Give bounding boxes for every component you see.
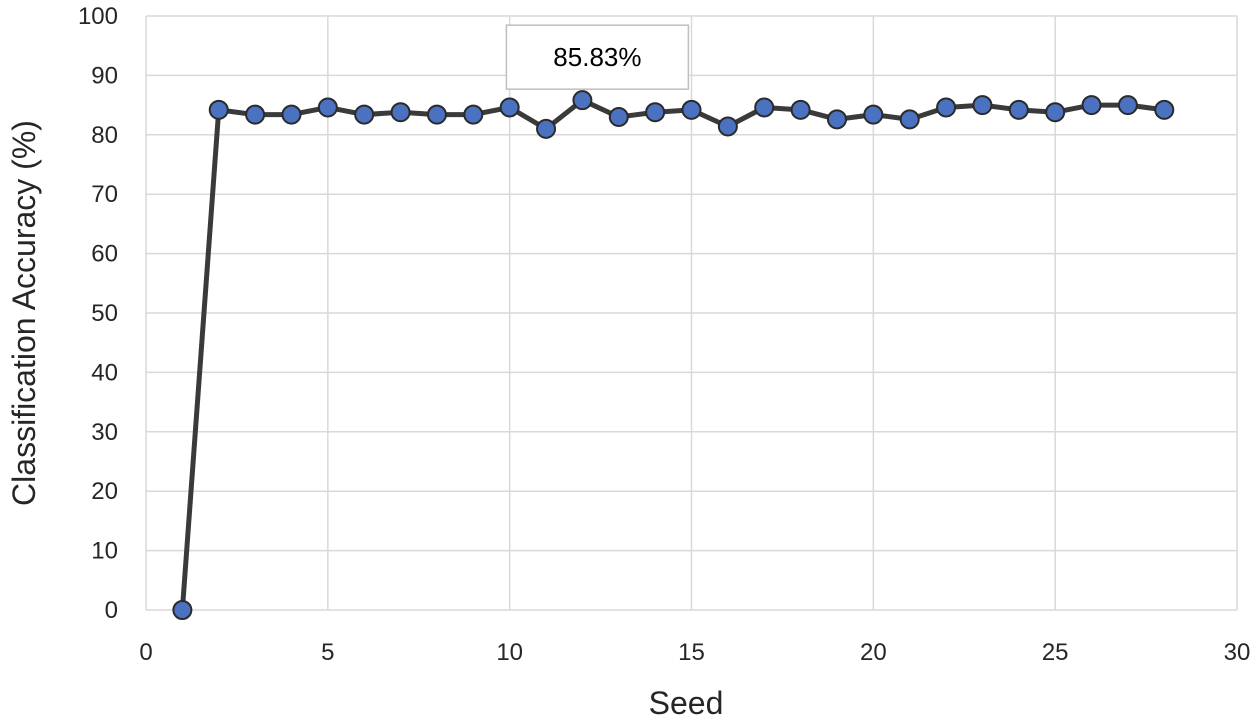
data-point	[463, 104, 484, 125]
y-tick-label: 0	[105, 597, 118, 624]
series-line	[179, 97, 1167, 613]
data-point	[1154, 99, 1175, 120]
data-point	[245, 104, 266, 125]
data-point	[972, 95, 993, 116]
y-tick-label: 90	[91, 62, 118, 89]
tick-labels: 0 10 20 30 40 50 60 70 80 90 100 0 5 10 15 20 25 30	[78, 3, 1250, 666]
x-tick-label: 10	[496, 639, 523, 666]
y-axis-title: Classification Accuracy (%)	[6, 120, 42, 506]
y-tick-label: 100	[78, 3, 118, 30]
x-tick-label: 0	[139, 639, 152, 666]
y-tick-label: 70	[91, 181, 118, 208]
y-tick-label: 20	[91, 478, 118, 505]
data-point	[1045, 102, 1066, 123]
data-point	[608, 106, 629, 127]
x-tick-label: 15	[678, 639, 705, 666]
data-point	[790, 99, 811, 120]
annotations: 85.83%	[505, 24, 690, 90]
data-point	[717, 116, 738, 137]
annotation-label: 85.83%	[553, 42, 641, 72]
y-tick-label: 80	[91, 122, 118, 149]
y-tick-label: 60	[91, 241, 118, 268]
x-tick-label: 5	[321, 639, 334, 666]
series	[172, 90, 1175, 620]
data-point	[1008, 99, 1029, 120]
data-point	[536, 118, 557, 139]
x-axis-title: Seed	[649, 685, 724, 721]
data-point	[826, 109, 847, 130]
gridlines	[145, 15, 1238, 611]
y-tick-label: 40	[91, 359, 118, 386]
y-tick-label: 10	[91, 538, 118, 565]
data-point	[208, 99, 229, 120]
y-tick-label: 50	[91, 300, 118, 327]
data-point	[899, 109, 920, 130]
data-point	[499, 97, 520, 118]
y-tick-label: 30	[91, 419, 118, 446]
data-point	[863, 104, 884, 125]
data-point	[572, 90, 593, 111]
data-point	[281, 104, 302, 125]
data-point	[1117, 95, 1138, 116]
annotation-box	[505, 24, 690, 90]
x-tick-label: 30	[1224, 639, 1251, 666]
data-point	[1081, 95, 1102, 116]
data-point	[426, 104, 447, 125]
data-point	[317, 97, 338, 118]
data-point	[390, 102, 411, 123]
data-point	[172, 600, 193, 620]
data-point	[354, 104, 375, 125]
data-point	[754, 97, 775, 118]
x-tick-label: 20	[860, 639, 887, 666]
data-point	[681, 99, 702, 120]
x-tick-label: 25	[1042, 639, 1069, 666]
data-point	[936, 97, 957, 118]
data-point	[645, 102, 666, 123]
